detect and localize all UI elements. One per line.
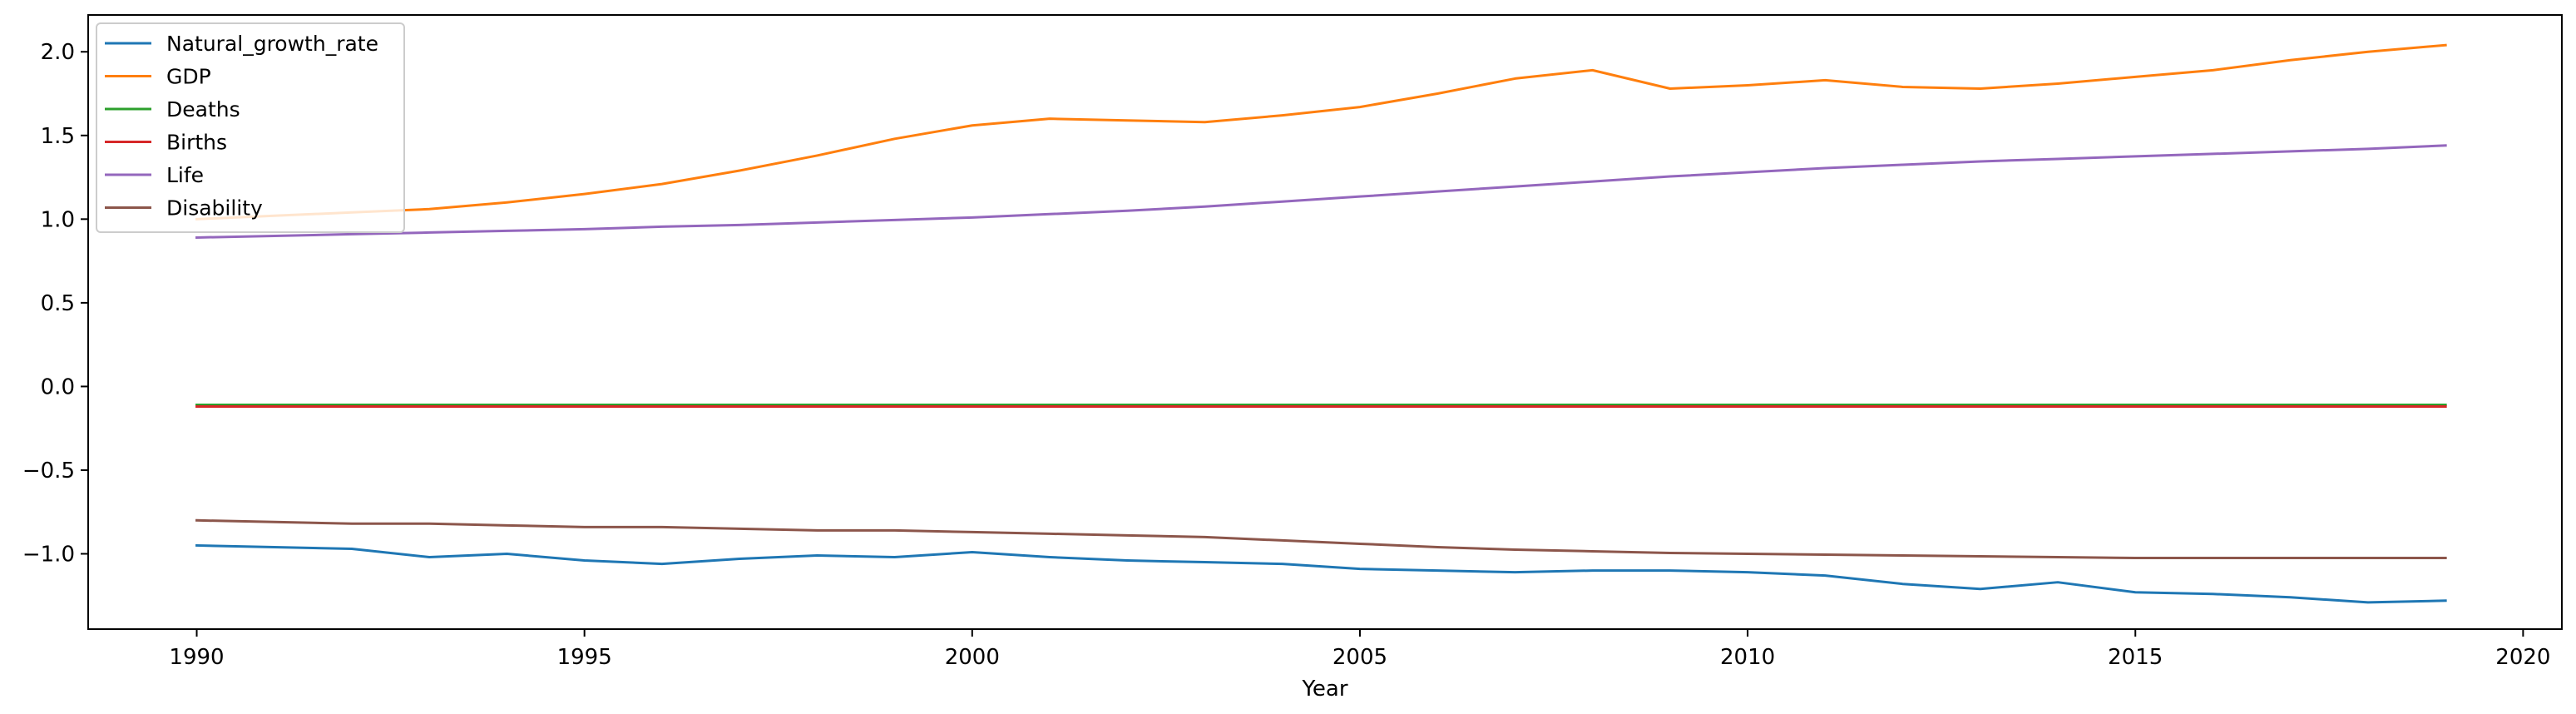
x-tick-label: 1990 (169, 645, 224, 670)
series-line-gdp (195, 43, 2447, 221)
y-tick-label: 2.0 (41, 40, 75, 65)
axes-layer: 1990 1995 2000 2005 2010 2015 2020 −1.0 −0.5 0.0 0… (22, 14, 2563, 670)
x-axis-title: Year (1301, 677, 1347, 702)
y-tick-label: 1.0 (41, 207, 75, 232)
y-tick-label: −0.5 (22, 459, 75, 483)
y-tick-label: 0.0 (41, 374, 75, 399)
legend-label-disability: Disability (166, 196, 263, 221)
x-tick-label: 1995 (557, 645, 612, 670)
x-tick-label: 2000 (945, 645, 1000, 670)
plot-frame (87, 14, 2563, 630)
legend: Natural_growth_rate GDP Deaths Births Life Di… (96, 22, 405, 233)
x-tick-label: 2010 (1720, 645, 1775, 670)
y-tick-label: −1.0 (22, 543, 75, 568)
legend-label-gdp: GDP (166, 65, 211, 89)
legend-label-births: Births (166, 131, 227, 155)
y-tick-label: 1.5 (41, 124, 75, 149)
series-layer (195, 43, 2447, 604)
series-line-natural-growth-rate (195, 543, 2447, 604)
legend-label-life: Life (166, 163, 204, 187)
legend-label-natural-growth-rate: Natural_growth_rate (166, 32, 378, 56)
legend-label-deaths: Deaths (166, 97, 240, 121)
x-tick-label: 2020 (2495, 645, 2550, 670)
series-line-life (195, 144, 2447, 239)
legend-box (96, 22, 405, 233)
x-tick-label: 2005 (1332, 645, 1387, 670)
x-tick-label: 2015 (2108, 645, 2163, 670)
series-line-disability (195, 518, 2447, 560)
y-tick-label: 0.5 (41, 291, 75, 316)
